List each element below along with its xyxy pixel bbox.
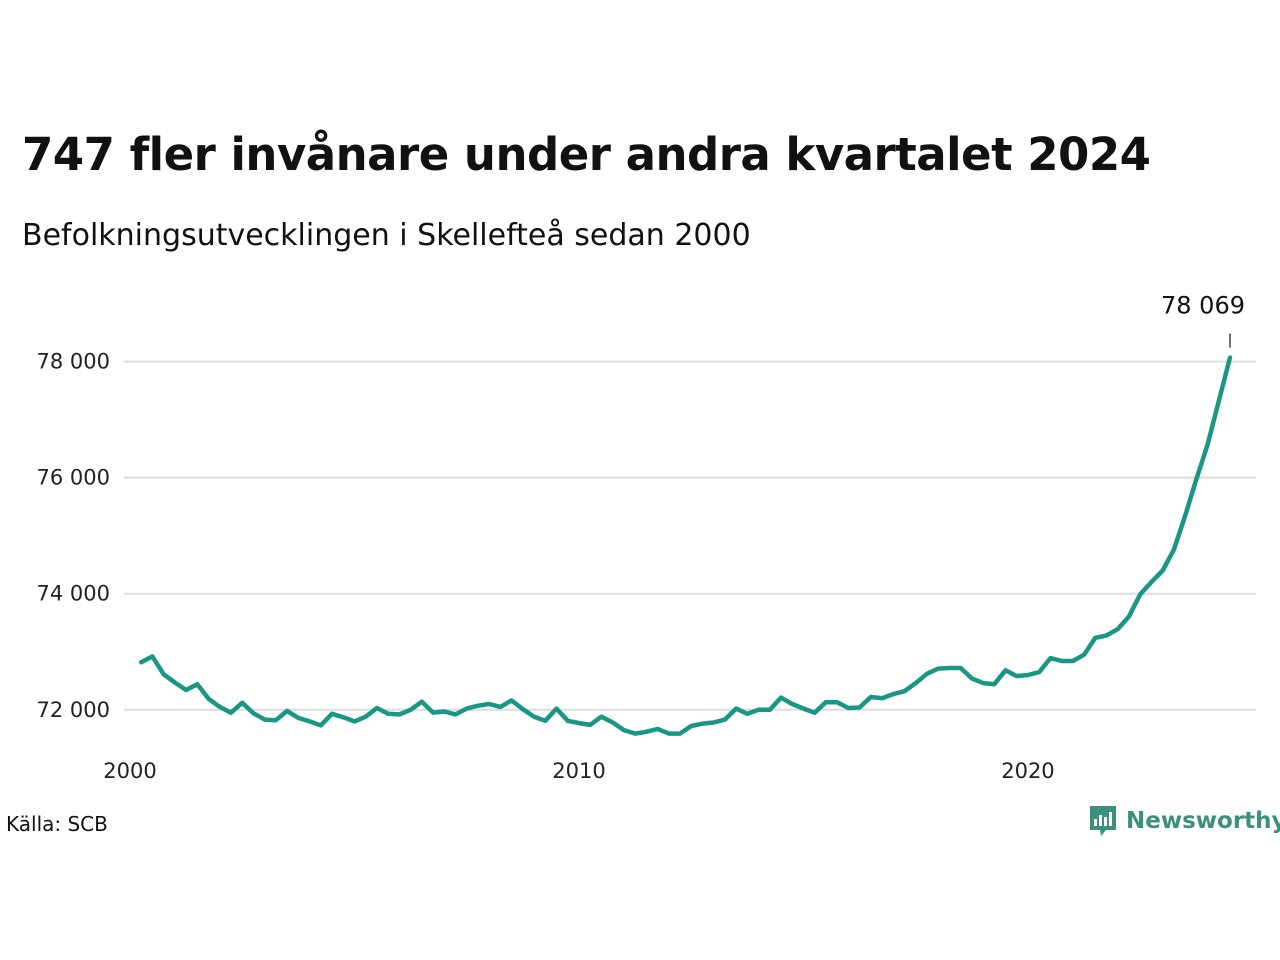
x-tick-label: 2020 (1001, 759, 1054, 783)
series-line (138, 355, 1233, 736)
gridlines (124, 360, 1256, 711)
x-axis-labels: 2000 2010 2020 (103, 759, 1054, 783)
y-tick-label: 74 000 (37, 582, 110, 606)
newsworthy-logo-icon (1090, 806, 1116, 836)
chart-subtitle: Befolkningsutvecklingen i Skellefteå sed… (22, 218, 751, 253)
y-axis-labels: 72 000 74 000 76 000 78 000 (37, 350, 110, 722)
brand-logo[interactable]: Newsworthy (1088, 804, 1280, 838)
y-tick-label: 72 000 (37, 698, 110, 722)
x-tick-label: 2010 (552, 759, 605, 783)
brand-name: Newsworthy (1126, 808, 1280, 834)
x-tick-label: 2000 (103, 759, 156, 783)
end-annotation: 78 069 (1161, 292, 1245, 348)
source-note: Källa: SCB (6, 812, 108, 836)
chart-title: 747 fler invånare under andra kvartalet … (22, 128, 1151, 181)
series-population (138, 355, 1233, 736)
end-value-label: 78 069 (1161, 292, 1245, 320)
y-tick-label: 76 000 (37, 466, 110, 490)
y-tick-label: 78 000 (37, 350, 110, 374)
